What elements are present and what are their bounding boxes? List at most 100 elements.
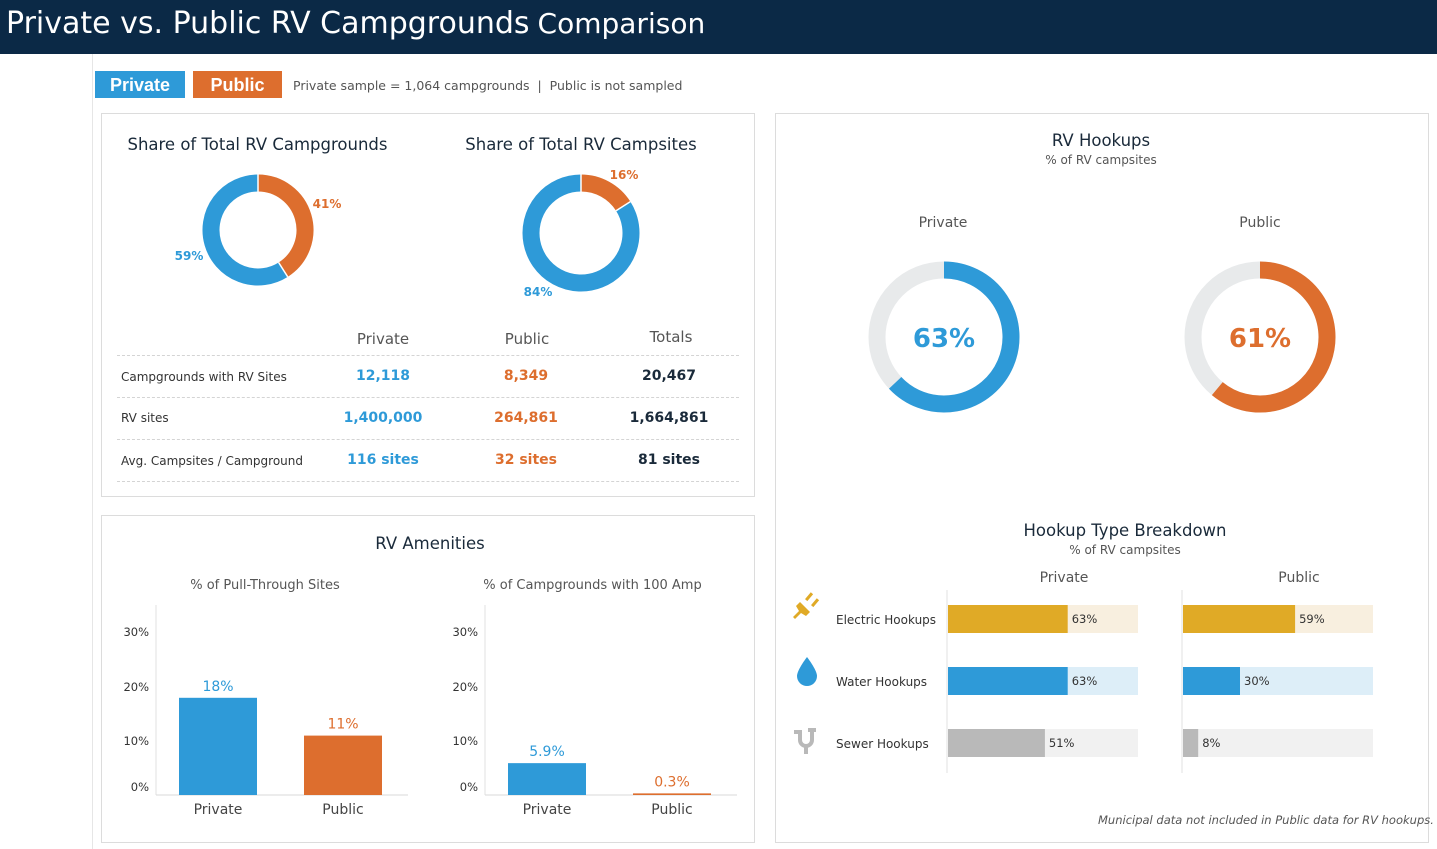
row-label-rv-sites: RV sites [121, 411, 169, 425]
share-panel [101, 113, 755, 497]
hookups-private-label: Private [918, 215, 968, 231]
hookup-bar-value: 63% [1072, 612, 1098, 626]
gauge-value-private: 63% [913, 324, 975, 354]
legend-private[interactable]: Private [95, 71, 185, 98]
water-drop-icon [792, 656, 822, 686]
hookup-bar-public [1183, 729, 1199, 757]
y-tick-label: 10% [123, 734, 149, 748]
bar-value-private: 5.9% [529, 744, 565, 760]
breakdown-public-header: Public [1278, 570, 1320, 586]
gauge-arc-public [1211, 261, 1336, 413]
hookup-bar-value: 30% [1244, 674, 1270, 688]
pipe-icon [792, 726, 822, 756]
amp100-subtitle: % of Campgrounds with 100 Amp [483, 578, 702, 593]
bar-value-private: 18% [202, 679, 233, 695]
hookups-public-label: Public [1239, 215, 1281, 231]
title-bar: Private vs. Public RV Campgrounds Compari… [0, 0, 1437, 54]
share-campgrounds-title: Share of Total RV Campgrounds [127, 135, 388, 154]
cell-campgrounds-total: 20,467 [641, 368, 697, 384]
cell-avg-public: 32 sites [494, 452, 557, 468]
bar-public [304, 735, 382, 795]
x-tick-label: Private [523, 802, 572, 818]
breakdown-private-header: Private [1039, 570, 1089, 586]
x-tick-label: Public [322, 802, 363, 818]
donut-label-private: 59% [175, 249, 204, 263]
hookup-bar-value: 63% [1072, 674, 1098, 688]
hookups-gauges: 63% 61% [868, 261, 1336, 413]
x-tick-label: Private [194, 802, 243, 818]
col-header-public: Public [504, 330, 550, 348]
hookup-label-water: Water Hookups [836, 675, 928, 689]
row-label-campgrounds: Campgrounds with RV Sites [121, 370, 287, 384]
hookup-bar-value: 59% [1299, 612, 1325, 626]
cell-avg-private: 116 sites [347, 452, 419, 468]
hookup-bar-private [948, 605, 1068, 633]
bar-value-public: 0.3% [654, 774, 690, 790]
legend-public[interactable]: Public [193, 71, 282, 98]
cell-rvsites-total: 1,664,861 [629, 410, 709, 426]
breakdown-subtitle: % of RV campsites [1069, 543, 1181, 557]
hookups-panel [775, 113, 1429, 843]
donut-slice-gap [277, 262, 289, 278]
hookup-bar-value: 8% [1202, 736, 1220, 750]
row-label-avg-campsites: Avg. Campsites / Campground [121, 454, 303, 468]
table-divider [117, 439, 739, 440]
cell-rvsites-private: 1,400,000 [343, 410, 423, 426]
table-divider [117, 355, 739, 356]
hookups-subtitle: % of RV campsites [1045, 153, 1157, 167]
donut-label-public: 41% [313, 197, 342, 211]
hookup-bar-value: 51% [1049, 736, 1075, 750]
col-header-private: Private [356, 330, 410, 348]
share-campsites-title: Share of Total RV Campsites [465, 135, 697, 154]
pull-through-subtitle: % of Pull-Through Sites [190, 578, 340, 593]
sample-note: Private sample = 1,064 campgrounds | Pub… [293, 78, 683, 93]
gauge-arc-private [888, 261, 1020, 413]
y-tick-label: 20% [452, 680, 478, 694]
donut-slice-public [580, 174, 631, 212]
title-light: Comparison [537, 7, 706, 40]
page-title: Private vs. Public RV Campgrounds Compari… [6, 6, 705, 41]
donut-slice-public [257, 174, 314, 277]
pull-through-chart: 30% 20% 10% 0% 18% Private 11% Public [123, 605, 408, 818]
breakdown-title: Hookup Type Breakdown [1023, 521, 1227, 540]
y-tick-label: 30% [123, 625, 149, 639]
cell-campgrounds-public: 8,349 [503, 368, 549, 384]
bar-private [179, 697, 257, 795]
col-header-totals: Totals [649, 328, 693, 346]
hookup-bar-bg [1183, 729, 1373, 757]
gauge-value-public: 61% [1229, 324, 1291, 354]
bar-private [508, 763, 586, 795]
title-bold: Private vs. Public RV Campgrounds [6, 6, 530, 41]
donut-slice-private [522, 174, 640, 292]
y-tick-label: 30% [452, 625, 478, 639]
table-divider [117, 397, 739, 398]
y-tick-label: 10% [452, 734, 478, 748]
y-tick-label: 0% [131, 780, 149, 794]
hookup-bar-public [1183, 667, 1240, 695]
footnote: Municipal data not included in Public da… [1098, 813, 1434, 827]
hookups-title: RV Hookups [1051, 131, 1151, 150]
y-tick-label: 20% [123, 680, 149, 694]
hookup-label-sewer: Sewer Hookups [836, 737, 929, 751]
share-campgrounds-donut: 59% 41% [175, 174, 341, 286]
left-divider [92, 54, 93, 849]
plug-icon [792, 590, 822, 620]
cell-rvsites-public: 264,861 [494, 410, 558, 426]
amp100-chart: 30% 20% 10% 0% 5.9% Private 0.3% Public [452, 605, 737, 818]
cell-campgrounds-private: 12,118 [355, 368, 411, 384]
table-divider [117, 481, 739, 482]
y-tick-label: 0% [460, 780, 478, 794]
hookup-bar-private [948, 729, 1045, 757]
donut-label-public: 16% [610, 168, 639, 182]
hookup-bar-public [1183, 605, 1296, 633]
x-tick-label: Public [651, 802, 692, 818]
share-campsites-donut: 84% 16% [522, 168, 640, 299]
bar-public [633, 793, 711, 795]
hookup-bar-private [948, 667, 1068, 695]
donut-slice-private [202, 174, 288, 286]
amenities-title: RV Amenities [375, 534, 485, 553]
cell-avg-total: 81 sites [637, 452, 700, 468]
donut-slice-gap [615, 201, 631, 212]
hookup-label-electric: Electric Hookups [836, 613, 937, 627]
breakdown-bars: 63% 63% 51% 59% 30% 8% [946, 590, 1373, 773]
